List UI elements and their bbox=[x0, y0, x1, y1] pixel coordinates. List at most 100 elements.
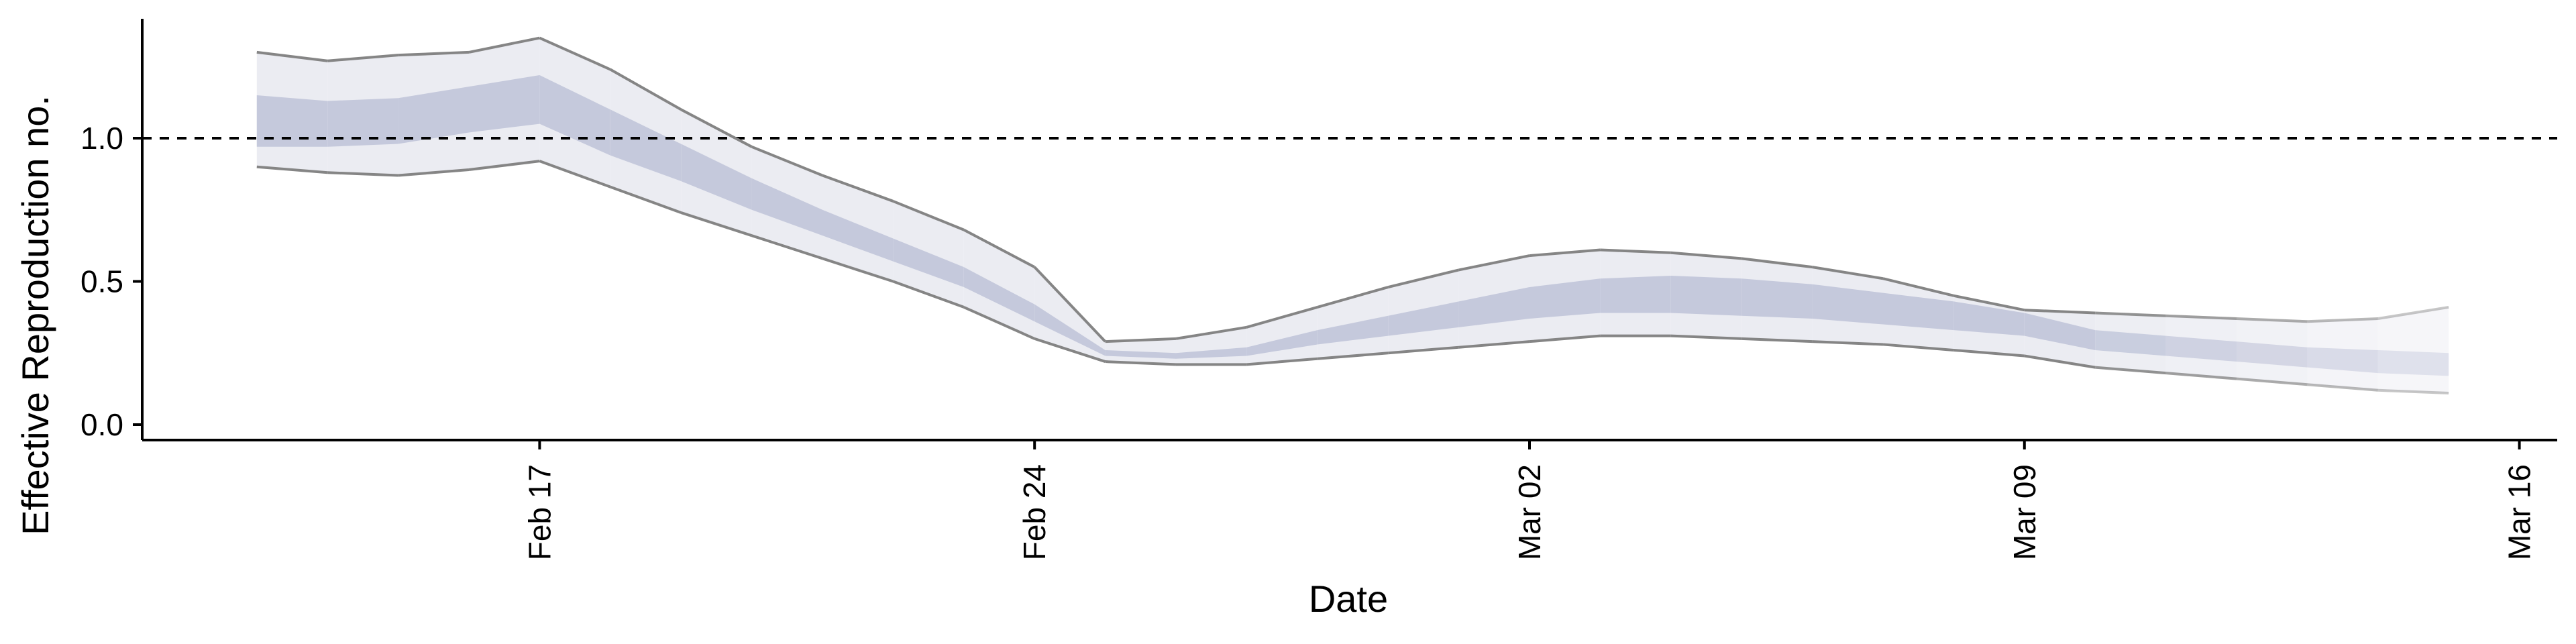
lower-edge-segment bbox=[1317, 352, 1389, 360]
x-tick-label: Mar 02 bbox=[1512, 464, 1547, 560]
inner-band-segment bbox=[2237, 341, 2308, 368]
lower-edge-segment bbox=[822, 257, 894, 283]
lower-edge-segment bbox=[1388, 345, 1459, 355]
inner-band-segment bbox=[1670, 275, 1742, 316]
lower-edge-segment bbox=[2236, 377, 2308, 386]
lower-edge-segment bbox=[751, 234, 823, 260]
inner-band-segment bbox=[2095, 330, 2166, 356]
inner-band-segment bbox=[893, 238, 964, 288]
x-tick-label: Feb 24 bbox=[1017, 464, 1052, 560]
upper-edge-segment bbox=[1105, 337, 1177, 343]
upper-edge-segment bbox=[1387, 268, 1460, 288]
upper-edge-segment bbox=[1033, 266, 1107, 343]
inner-band-segment bbox=[2307, 347, 2378, 374]
lower-edge-segment bbox=[1741, 337, 1813, 343]
inner-band-segment bbox=[681, 144, 752, 210]
inner-band-segment bbox=[1388, 301, 1459, 336]
lower-edge-segment bbox=[1670, 334, 1742, 340]
lower-edge-segment bbox=[1953, 348, 2025, 358]
inner-band-segment bbox=[327, 98, 398, 147]
inner-band-segment bbox=[2165, 335, 2237, 362]
lower-edge-segment bbox=[327, 171, 398, 177]
inner-band-segment bbox=[1529, 278, 1601, 319]
upper-edge-segment bbox=[468, 36, 540, 54]
upper-edge-segment bbox=[1175, 325, 1247, 340]
lower-edge-segment bbox=[1812, 340, 1884, 346]
lower-edge-segment bbox=[2307, 383, 2378, 392]
inner-band-segment bbox=[2024, 313, 2096, 350]
inner-band-segment bbox=[1600, 275, 1671, 313]
lower-edge-segment bbox=[2024, 354, 2096, 369]
lower-edge-segment bbox=[892, 280, 965, 309]
upper-edge-segment bbox=[2377, 305, 2449, 320]
lower-edge-segment bbox=[1034, 337, 1106, 363]
upper-edge-segment bbox=[1246, 306, 1318, 329]
upper-edge-segment bbox=[1600, 248, 1671, 254]
inner-band-segment bbox=[256, 95, 328, 147]
upper-edge-segment bbox=[2024, 309, 2096, 315]
upper-edge-segment bbox=[1317, 286, 1389, 309]
inner-band-segment bbox=[610, 109, 682, 182]
upper-edge-segment bbox=[1882, 277, 1954, 297]
lower-edge-segment bbox=[539, 160, 611, 189]
lower-edge-segment bbox=[2377, 388, 2449, 395]
inner-band-segment bbox=[1741, 278, 1813, 319]
inner-band-segment bbox=[822, 209, 894, 262]
outer-band-segment bbox=[2377, 307, 2449, 394]
x-axis-title: Date bbox=[1309, 578, 1388, 620]
x-tick-label: Mar 09 bbox=[2007, 464, 2042, 560]
inner-band-segment bbox=[1812, 284, 1883, 325]
inner-band-segment bbox=[1883, 292, 1954, 331]
lower-edge-segment bbox=[610, 185, 682, 214]
upper-edge-segment bbox=[2165, 314, 2237, 321]
inner-band-segment bbox=[398, 87, 469, 144]
y-tick-label: 0.5 bbox=[80, 264, 123, 299]
upper-edge-segment bbox=[1741, 257, 1813, 269]
upper-edge-segment bbox=[398, 50, 470, 57]
upper-edge-segment bbox=[539, 36, 611, 71]
lower-edge-segment bbox=[2165, 372, 2237, 380]
lower-edge-segment bbox=[1105, 360, 1177, 366]
outer-band-segment bbox=[1105, 338, 1176, 365]
inner-band-segment bbox=[1246, 330, 1318, 356]
upper-edge-segment bbox=[609, 68, 682, 111]
edges-layer bbox=[256, 36, 2449, 395]
bands-layer bbox=[256, 38, 2449, 394]
upper-edge-segment bbox=[963, 228, 1036, 268]
upper-edge-segment bbox=[1812, 266, 1884, 280]
upper-edge-segment bbox=[751, 145, 823, 177]
y-tick-label: 1.0 bbox=[80, 121, 123, 156]
lower-edge-segment bbox=[1529, 334, 1601, 343]
lower-edge-segment bbox=[468, 160, 540, 171]
x-tick-label: Feb 17 bbox=[522, 464, 557, 560]
inner-band-segment bbox=[539, 75, 610, 156]
inner-band-segment bbox=[1034, 304, 1106, 356]
inner-band-segment bbox=[963, 267, 1035, 322]
upper-edge-segment bbox=[680, 108, 753, 148]
y-ticks-layer: 0.0 0.5 1.0 bbox=[80, 121, 142, 442]
x-ticks-layer: Feb 17 Feb 24 Mar 02 Mar 09 Mar 16 bbox=[522, 440, 2537, 560]
y-tick-label: 0.0 bbox=[80, 407, 123, 442]
upper-edge-segment bbox=[1458, 254, 1530, 272]
upper-edge-segment bbox=[2095, 311, 2166, 317]
upper-edge-segment bbox=[1529, 248, 1601, 258]
upper-edge-segment bbox=[2236, 317, 2308, 323]
x-tick-label: Mar 16 bbox=[2502, 464, 2537, 560]
lower-edge-segment bbox=[1882, 343, 1954, 352]
lower-edge-segment bbox=[1458, 340, 1530, 349]
y-axis-title: Effective Reproduction no. bbox=[14, 95, 56, 535]
inner-band-segment bbox=[1953, 301, 2025, 336]
upper-edge-segment bbox=[256, 50, 328, 62]
upper-edge-segment bbox=[327, 54, 398, 62]
lower-edge-segment bbox=[2095, 366, 2166, 375]
inner-band-segment bbox=[1317, 315, 1389, 345]
lower-edge-segment bbox=[680, 211, 753, 237]
outer-band-segment bbox=[1034, 267, 1106, 362]
upper-edge-segment bbox=[2307, 317, 2378, 323]
upper-edge-segment bbox=[1670, 251, 1742, 260]
upper-edge-segment bbox=[1953, 294, 2025, 312]
inner-band-segment bbox=[751, 178, 822, 236]
lower-edge-segment bbox=[256, 165, 328, 174]
